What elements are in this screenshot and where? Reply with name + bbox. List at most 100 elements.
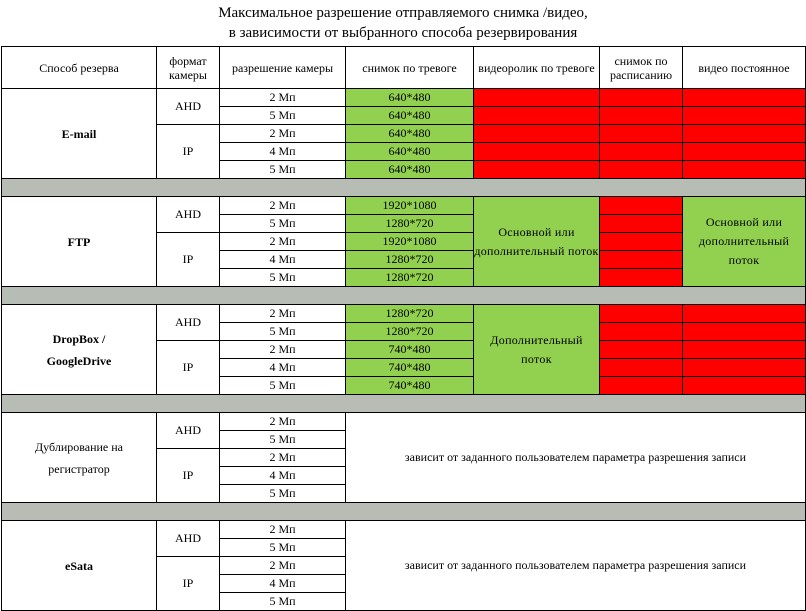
alarm-snapshot-cell: 1920*1080 [345, 232, 474, 251]
resolution-cell: 5 Мп [219, 106, 346, 125]
cloud-alarm-video-stream: Дополнительный поток [473, 304, 600, 395]
scheduled-snapshot-unsupported [599, 196, 683, 215]
scheduled-snapshot-unsupported [599, 268, 683, 287]
alarm-snapshot-cell: 1920*1080 [345, 196, 474, 215]
service-name-line-1: Дублирование на [35, 439, 123, 454]
scheduled-snapshot-unsupported [599, 160, 683, 179]
format-ahd: AHD [156, 520, 220, 557]
section-separator [1, 178, 806, 197]
header-camera-resolution: разрешение камеры [219, 46, 346, 89]
resolution-cell: 5 Мп [219, 322, 346, 341]
backup-resolution-table: Способ резерва формат камеры разрешение … [1, 46, 806, 611]
alarm-snapshot-cell: 1280*720 [345, 214, 474, 233]
ftp-alarm-video-stream: Основной или дополнительный поток [473, 196, 600, 287]
alarm-video-unsupported [473, 124, 600, 143]
scheduled-snapshot-unsupported [599, 376, 683, 395]
table-row: 5 Мп 640*480 [2, 160, 806, 179]
scheduled-snapshot-unsupported [599, 358, 683, 377]
service-name-line-1: DropBox / [52, 331, 106, 346]
esata-resolution-note: зависит от заданного пользователем парам… [345, 520, 806, 611]
page-title: Максимальное разрешение отправляемого сн… [0, 0, 806, 42]
scheduled-snapshot-unsupported [599, 106, 683, 125]
continuous-video-unsupported [682, 160, 806, 179]
table-row: Дублирование на регистратор AHD 2 Мп зав… [1, 412, 806, 503]
alarm-video-unsupported [473, 142, 600, 161]
continuous-video-unsupported [682, 340, 806, 359]
service-recorder-duplicate: Дублирование на регистратор [1, 412, 157, 503]
resolution-cell: 4 Мп [219, 142, 346, 161]
alarm-snapshot-cell: 640*480 [345, 124, 474, 143]
resolution-cell: 5 Мп [219, 538, 346, 557]
table-row: E-mail AHD 2 Мп 640*480 [1, 88, 806, 179]
resolution-cell: 2 Мп [219, 340, 346, 359]
scheduled-snapshot-unsupported [599, 322, 683, 341]
header-row: Способ резерва формат камеры разрешение … [1, 46, 806, 89]
resolution-cell: 5 Мп [219, 376, 346, 395]
alarm-snapshot-cell: 1280*720 [345, 304, 474, 323]
header-format: формат камеры [156, 46, 220, 89]
scheduled-snapshot-unsupported [599, 214, 683, 233]
scheduled-snapshot-unsupported [599, 124, 683, 143]
alarm-snapshot-cell: 1280*720 [345, 268, 474, 287]
alarm-snapshot-cell: 640*480 [345, 106, 474, 125]
section-separator [1, 502, 806, 521]
continuous-video-unsupported [682, 124, 806, 143]
scheduled-snapshot-unsupported [599, 142, 683, 161]
resolution-cell: 5 Мп [219, 592, 346, 611]
resolution-cell: 4 Мп [219, 466, 346, 485]
format-ip: IP [156, 232, 220, 287]
alarm-snapshot-cell: 740*480 [345, 376, 474, 395]
title-line-1: Максимальное разрешение отправляемого сн… [218, 5, 588, 21]
format-ahd: AHD [156, 88, 220, 125]
table-row: 5 Мп 1280*720 [2, 322, 806, 341]
scheduled-snapshot-unsupported [599, 232, 683, 251]
header-continuous-video: видео постоянное [682, 46, 806, 89]
resolution-cell: 2 Мп [219, 412, 346, 431]
alarm-video-unsupported [473, 160, 600, 179]
service-esata: eSata [1, 520, 157, 611]
resolution-cell: 2 Мп [219, 520, 346, 539]
table-row: 5 Мп 1280*720 [2, 268, 806, 287]
alarm-snapshot-cell: 1280*720 [345, 250, 474, 269]
header-alarm-video: видеоролик по тревоге [473, 46, 600, 89]
resolution-cell: 4 Мп [219, 574, 346, 593]
resolution-cell: 4 Мп [219, 358, 346, 377]
alarm-snapshot-cell: 640*480 [345, 160, 474, 179]
alarm-snapshot-cell: 640*480 [345, 88, 474, 107]
resolution-cell: 2 Мп [219, 448, 346, 467]
alarm-snapshot-cell: 740*480 [345, 358, 474, 377]
format-ip: IP [156, 448, 220, 503]
continuous-video-unsupported [682, 322, 806, 341]
continuous-video-unsupported [682, 142, 806, 161]
section-separator [1, 394, 806, 413]
alarm-snapshot-cell: 740*480 [345, 340, 474, 359]
scheduled-snapshot-unsupported [599, 88, 683, 107]
continuous-video-unsupported [682, 88, 806, 107]
resolution-cell: 2 Мп [219, 556, 346, 575]
table-row: FTP AHD 2 Мп 1920*1080 Основной или допо… [1, 196, 806, 287]
alarm-snapshot-cell: 1280*720 [345, 322, 474, 341]
service-name-line-2: регистратор [48, 461, 110, 476]
table-row: 5 Мп 1280*720 [2, 214, 806, 233]
alarm-video-unsupported [473, 106, 600, 125]
service-dropbox-googledrive: DropBox / GoogleDrive [1, 304, 157, 395]
resolution-cell: 5 Мп [219, 214, 346, 233]
header-alarm-snapshot: снимок по тревоге [345, 46, 474, 89]
resolution-cell: 5 Мп [219, 484, 346, 503]
scheduled-snapshot-unsupported [599, 250, 683, 269]
format-ahd: AHD [156, 196, 220, 233]
resolution-cell: 5 Мп [219, 268, 346, 287]
alarm-video-unsupported [473, 88, 600, 107]
service-email: E-mail [1, 88, 157, 179]
table-row: 4 Мп 640*480 [2, 142, 806, 161]
alarm-snapshot-cell: 640*480 [345, 142, 474, 161]
table-row: IP 2 Мп [2, 556, 806, 611]
continuous-video-unsupported [682, 376, 806, 395]
format-ip: IP [156, 340, 220, 395]
service-ftp: FTP [1, 196, 157, 287]
format-ip: IP [156, 556, 220, 611]
resolution-cell: 2 Мп [219, 196, 346, 215]
resolution-cell: 2 Мп [219, 88, 346, 107]
resolution-cell: 5 Мп [219, 160, 346, 179]
